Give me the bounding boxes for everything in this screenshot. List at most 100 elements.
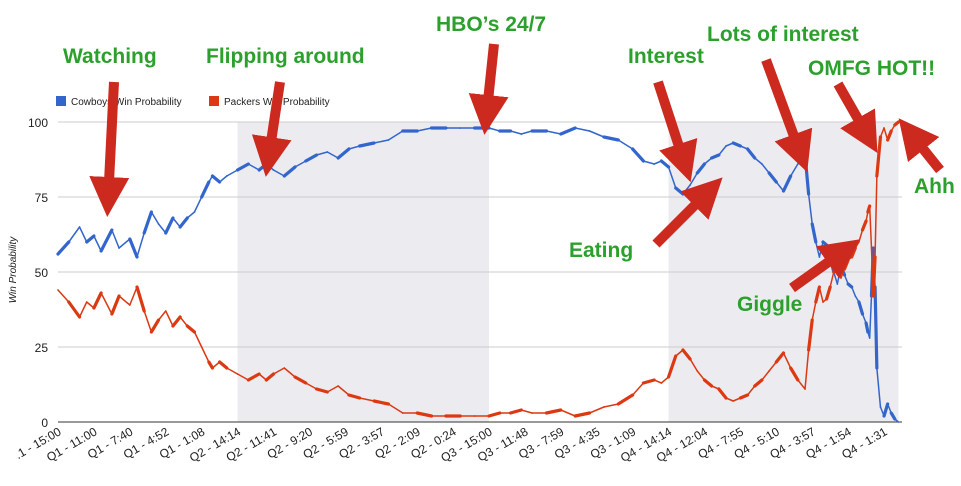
series-segment [164,216,175,235]
series-segment [544,408,563,415]
data-point [136,256,138,258]
series-segment [753,157,763,165]
series-segment [695,162,707,175]
series-segment [171,315,182,328]
data-point [545,130,548,132]
series-segment [157,223,167,234]
data-point [847,283,849,285]
data-point [811,319,814,321]
data-point [653,163,655,165]
data-point [867,331,869,333]
series-segment [509,130,523,135]
data-point [761,163,763,165]
series-segment [545,130,562,135]
data-point [315,154,318,156]
series-segment [136,232,145,258]
series-segment [818,286,824,303]
data-point [886,139,889,141]
arrow-lots-of-interest [761,58,813,173]
data-point [710,157,713,159]
data-point [775,181,778,183]
series-segment [293,375,308,385]
data-point [265,163,268,165]
data-point [358,397,361,399]
data-point [305,382,307,384]
data-point [218,361,221,363]
series-segment [710,153,721,160]
data-point [337,157,339,159]
data-point [732,142,734,144]
data-point [718,154,720,156]
data-point [617,403,620,405]
data-point [674,355,677,357]
data-point [531,412,533,414]
series-segment [889,411,897,421]
series-segment [336,147,351,160]
data-point [208,181,210,183]
data-point [825,298,828,300]
data-point [768,370,770,372]
series-segment [868,205,873,249]
data-point [78,226,81,228]
data-point [865,322,867,324]
data-point [208,361,210,363]
data-point [283,367,286,369]
data-point [348,394,350,396]
data-point [703,163,706,165]
data-point [861,313,864,315]
series-segment [149,318,161,334]
y-tick-label-50: 50 [35,266,49,280]
data-point [459,127,462,129]
series-segment [210,174,222,184]
annotation-omfg-hot: OMFG HOT!! [808,57,935,80]
series-segment [666,354,678,379]
series-segment [326,385,339,393]
data-point [326,391,329,393]
data-point [430,127,433,129]
legend-item-packers: Packers Win Probability [209,96,330,108]
data-point [545,412,548,414]
data-point [797,163,799,165]
series-segment [358,141,376,148]
data-point [725,397,727,399]
data-point [337,385,339,387]
data-point [746,394,749,396]
series-segment [873,285,879,370]
series-segment [789,366,800,382]
data-point [498,130,501,132]
series-segment [236,373,250,381]
y-tick-label-25: 25 [35,341,49,355]
series-segment [761,163,770,174]
data-point [93,307,95,309]
data-point [732,400,734,402]
series-segment [804,349,810,390]
series-segment [874,175,878,258]
series-segment [185,324,197,334]
series-segment [111,229,120,249]
series-segment [642,160,655,165]
series-segment [810,222,818,244]
data-point [807,349,810,351]
data-point [193,211,196,213]
data-point [660,160,663,162]
series-segment [172,217,181,228]
arrow-watching [89,81,130,217]
data-point [811,223,814,225]
series-segment [78,301,88,318]
data-point [822,241,824,243]
annotation-flipping-around: Flipping around [206,45,365,68]
data-point [815,301,817,303]
data-point [445,415,447,417]
data-point [739,145,742,147]
series-segment [782,352,792,369]
series-segment [150,211,160,225]
data-point [531,130,533,132]
data-point [876,175,878,177]
data-point [879,136,882,138]
data-point [100,292,102,294]
annotation-arrows [89,43,944,293]
series-segment [283,367,296,378]
data-point [674,187,677,189]
series-segment [193,196,203,213]
series-segment [304,153,319,163]
